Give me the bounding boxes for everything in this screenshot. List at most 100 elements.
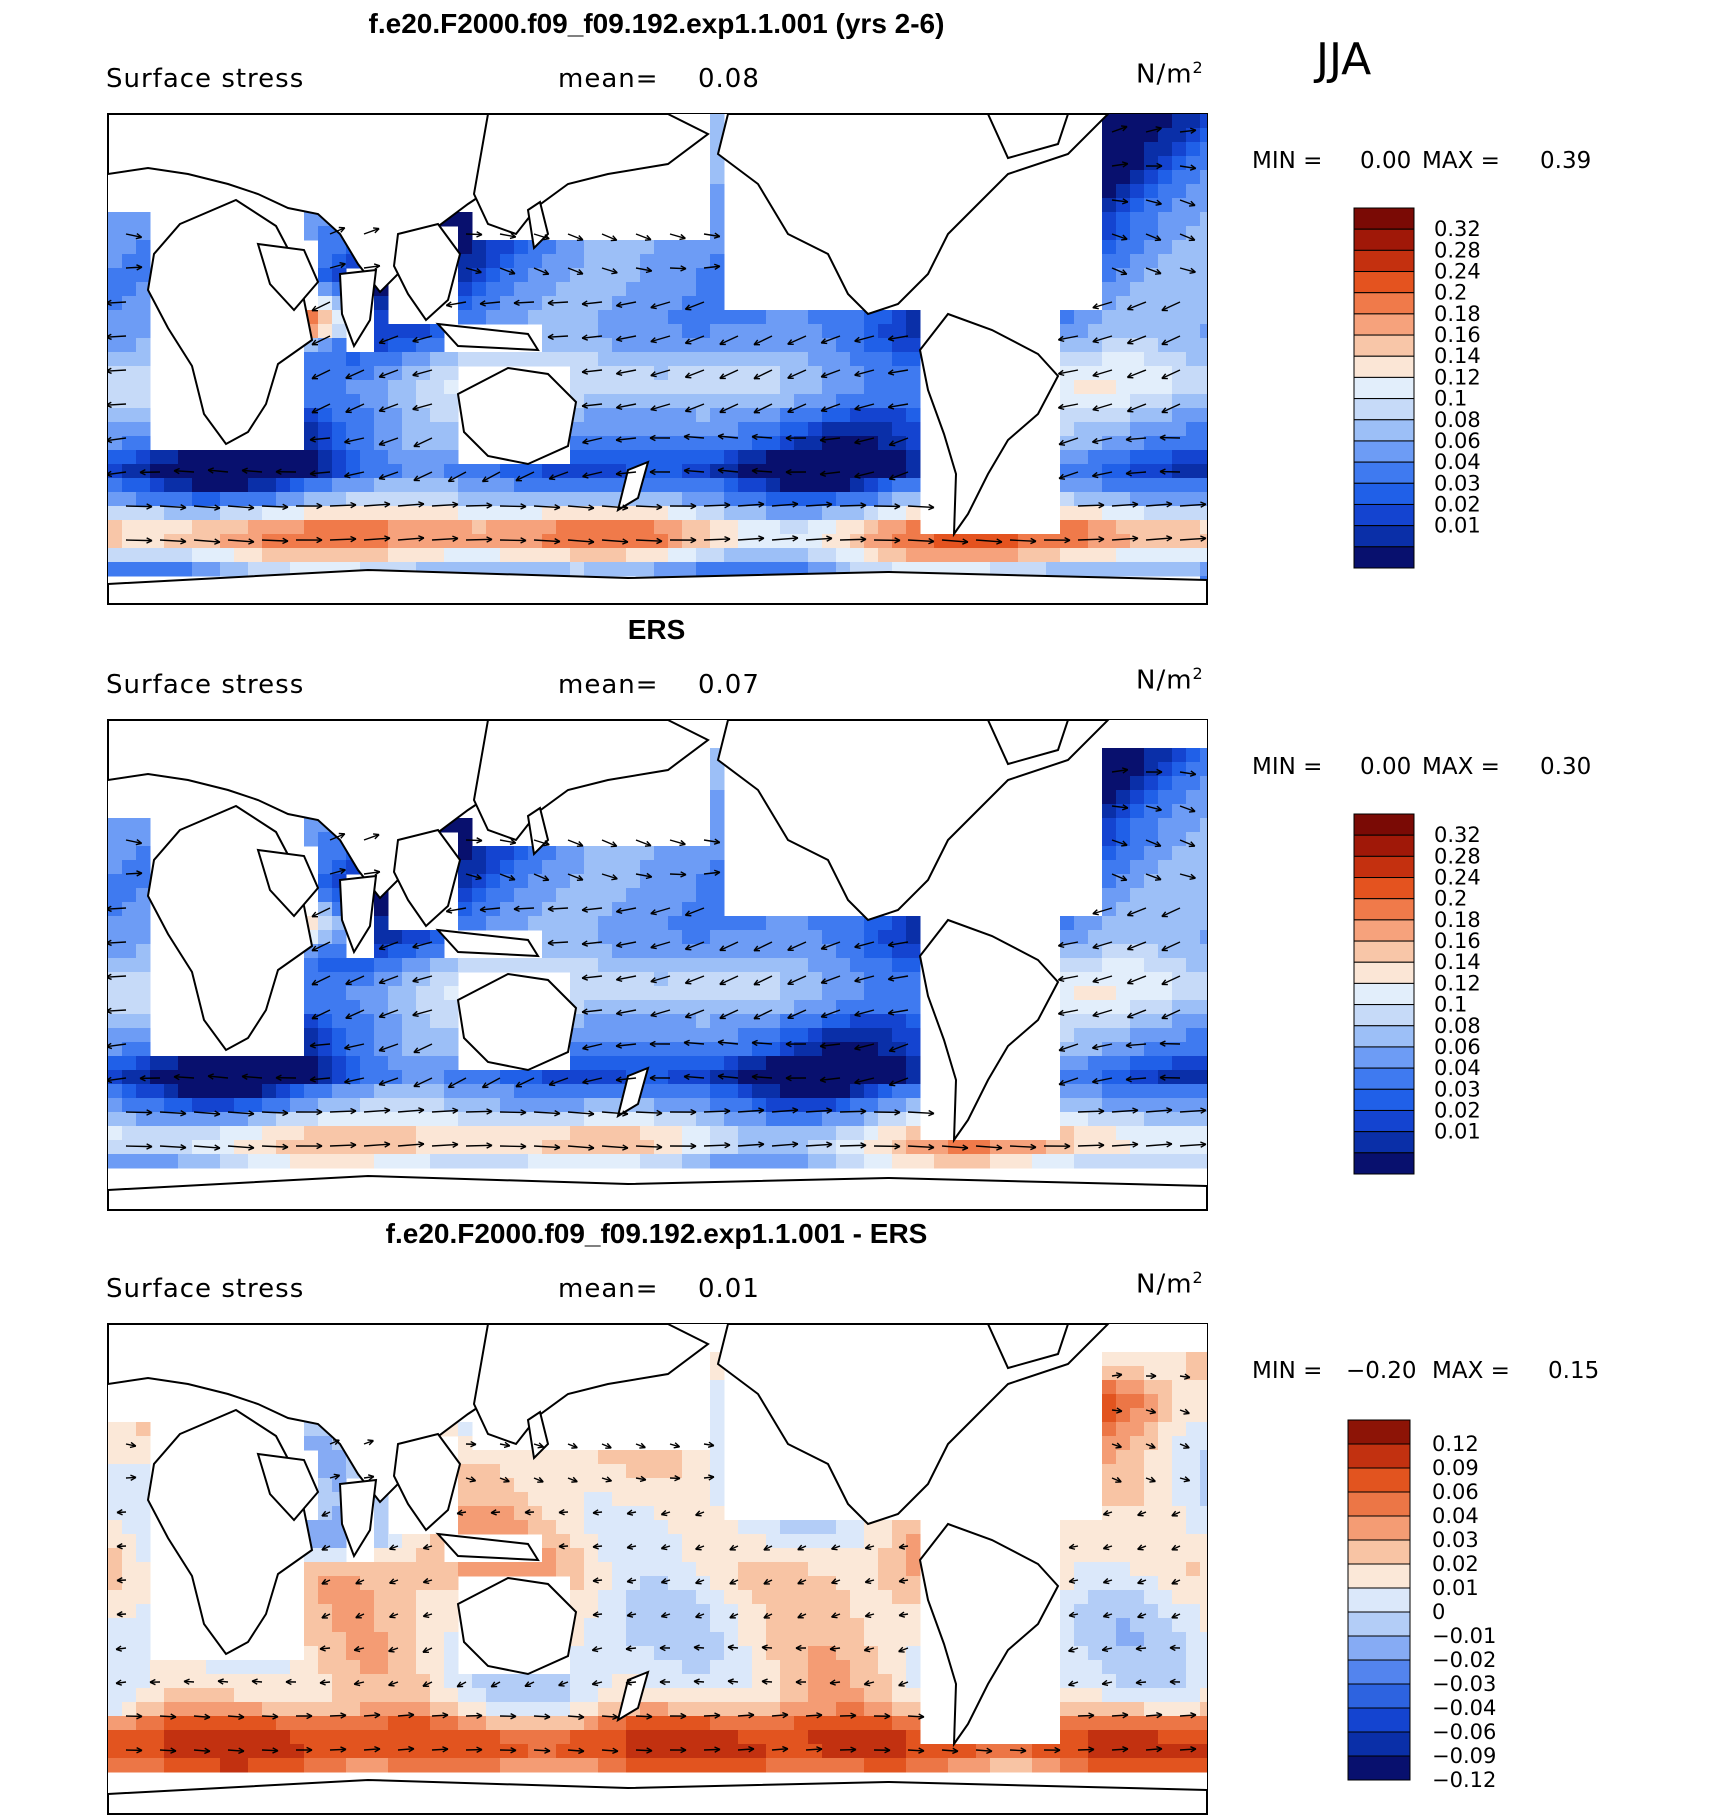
field-cell: [108, 408, 123, 423]
field-cell: [850, 520, 865, 535]
field-cell: [528, 478, 543, 493]
field-cell: [262, 464, 277, 479]
field-cell: [164, 1730, 179, 1745]
field-cell: [444, 1618, 459, 1633]
field-cell: [1116, 1380, 1131, 1395]
field-cell: [682, 888, 697, 903]
field-cell: [724, 380, 739, 395]
field-cell: [416, 986, 431, 1001]
field-cell: [808, 1028, 823, 1043]
field-cell: [402, 986, 417, 1001]
field-cell: [1004, 1140, 1019, 1155]
field-cell: [374, 1576, 389, 1591]
field-cell: [430, 394, 445, 409]
field-cell: [220, 1688, 235, 1703]
field-cell: [976, 562, 991, 577]
field-cell: [682, 1618, 697, 1633]
field-cell: [458, 1758, 473, 1773]
field-cell: [318, 352, 333, 367]
field-cell: [360, 1576, 375, 1591]
field-cell: [1116, 450, 1131, 465]
field-cell: [1102, 1730, 1117, 1745]
field-cell: [304, 986, 319, 1001]
field-cell: [626, 1450, 641, 1465]
field-cell: [1074, 930, 1089, 945]
wind-vector: [1043, 536, 1071, 544]
field-cell: [1116, 1014, 1131, 1029]
wind-vector: [615, 436, 637, 443]
field-cell: [1102, 818, 1117, 833]
field-cell: [570, 1492, 585, 1507]
field-cell: [318, 324, 333, 339]
wind-vector: [1161, 1009, 1181, 1020]
field-cell: [1158, 930, 1173, 945]
field-cell: [1144, 1464, 1159, 1479]
field-cell: [514, 1758, 529, 1773]
field-cell: [444, 1632, 459, 1647]
wind-vector: [601, 233, 618, 242]
field-cell: [332, 1112, 347, 1127]
field-cell: [598, 1562, 613, 1577]
field-cell: [612, 282, 627, 297]
field-cell: [500, 1730, 515, 1745]
field-cell: [374, 1674, 389, 1689]
field-cell: [598, 1112, 613, 1127]
field-cell: [1130, 1758, 1145, 1773]
field-cell: [1088, 1014, 1103, 1029]
field-cell: [1102, 506, 1117, 521]
wind-vector: [159, 1110, 187, 1117]
field-cell: [808, 324, 823, 339]
field-cell: [668, 338, 683, 353]
field-cell: [402, 1562, 417, 1577]
field-cell: [1116, 916, 1131, 931]
field-cell: [696, 296, 711, 311]
field-cell: [150, 1098, 165, 1113]
wind-vector: [1126, 1009, 1147, 1019]
wind-vector: [887, 975, 909, 982]
field-cell: [276, 1098, 291, 1113]
field-cell: [262, 1084, 277, 1099]
field-cell: [710, 986, 725, 1001]
field-cell: [1144, 212, 1159, 227]
field-cell: [724, 1014, 739, 1029]
field-cell: [1186, 1450, 1201, 1465]
field-cell: [304, 1744, 319, 1759]
wind-vector: [753, 403, 773, 414]
field-cell: [346, 1084, 361, 1099]
field-cell: [1172, 1042, 1187, 1057]
field-cell: [808, 1758, 823, 1773]
wind-vector: [1111, 804, 1129, 811]
field-cell: [850, 408, 865, 423]
panel-1-title: f.e20.F2000.f09_f09.192.exp1.1.001 (yrs …: [368, 8, 945, 39]
field-cell: [444, 478, 459, 493]
field-cell: [710, 1576, 725, 1591]
field-cell: [122, 226, 137, 241]
field-cell: [892, 1674, 907, 1689]
wind-vector: [108, 470, 127, 478]
field-cell: [1074, 1716, 1089, 1731]
field-cell: [318, 1716, 333, 1731]
field-cell: [1074, 520, 1089, 535]
field-cell: [1172, 1646, 1187, 1661]
field-cell: [360, 492, 375, 507]
field-cell: [1130, 832, 1145, 847]
wind-vector: [388, 1646, 399, 1653]
colorbar-swatch: [1353, 207, 1415, 230]
field-cell: [1046, 548, 1061, 563]
field-cell: [738, 534, 753, 549]
field-cell: [752, 1618, 767, 1633]
field-cell: [654, 310, 669, 325]
coastline: [338, 1478, 378, 1559]
wind-vector: [499, 873, 516, 881]
field-cell: [500, 520, 515, 535]
field-cell: [808, 1590, 823, 1605]
colorbar-swatch: [1353, 1025, 1415, 1048]
field-cell: [850, 1056, 865, 1071]
field-cell: [514, 916, 529, 931]
panel-1-map: [107, 113, 1208, 605]
field-cell: [472, 464, 487, 479]
wind-vector: [1092, 301, 1113, 310]
field-cell: [206, 1744, 221, 1759]
field-cell: [318, 268, 333, 283]
colorbar-swatch: [1347, 1563, 1411, 1589]
